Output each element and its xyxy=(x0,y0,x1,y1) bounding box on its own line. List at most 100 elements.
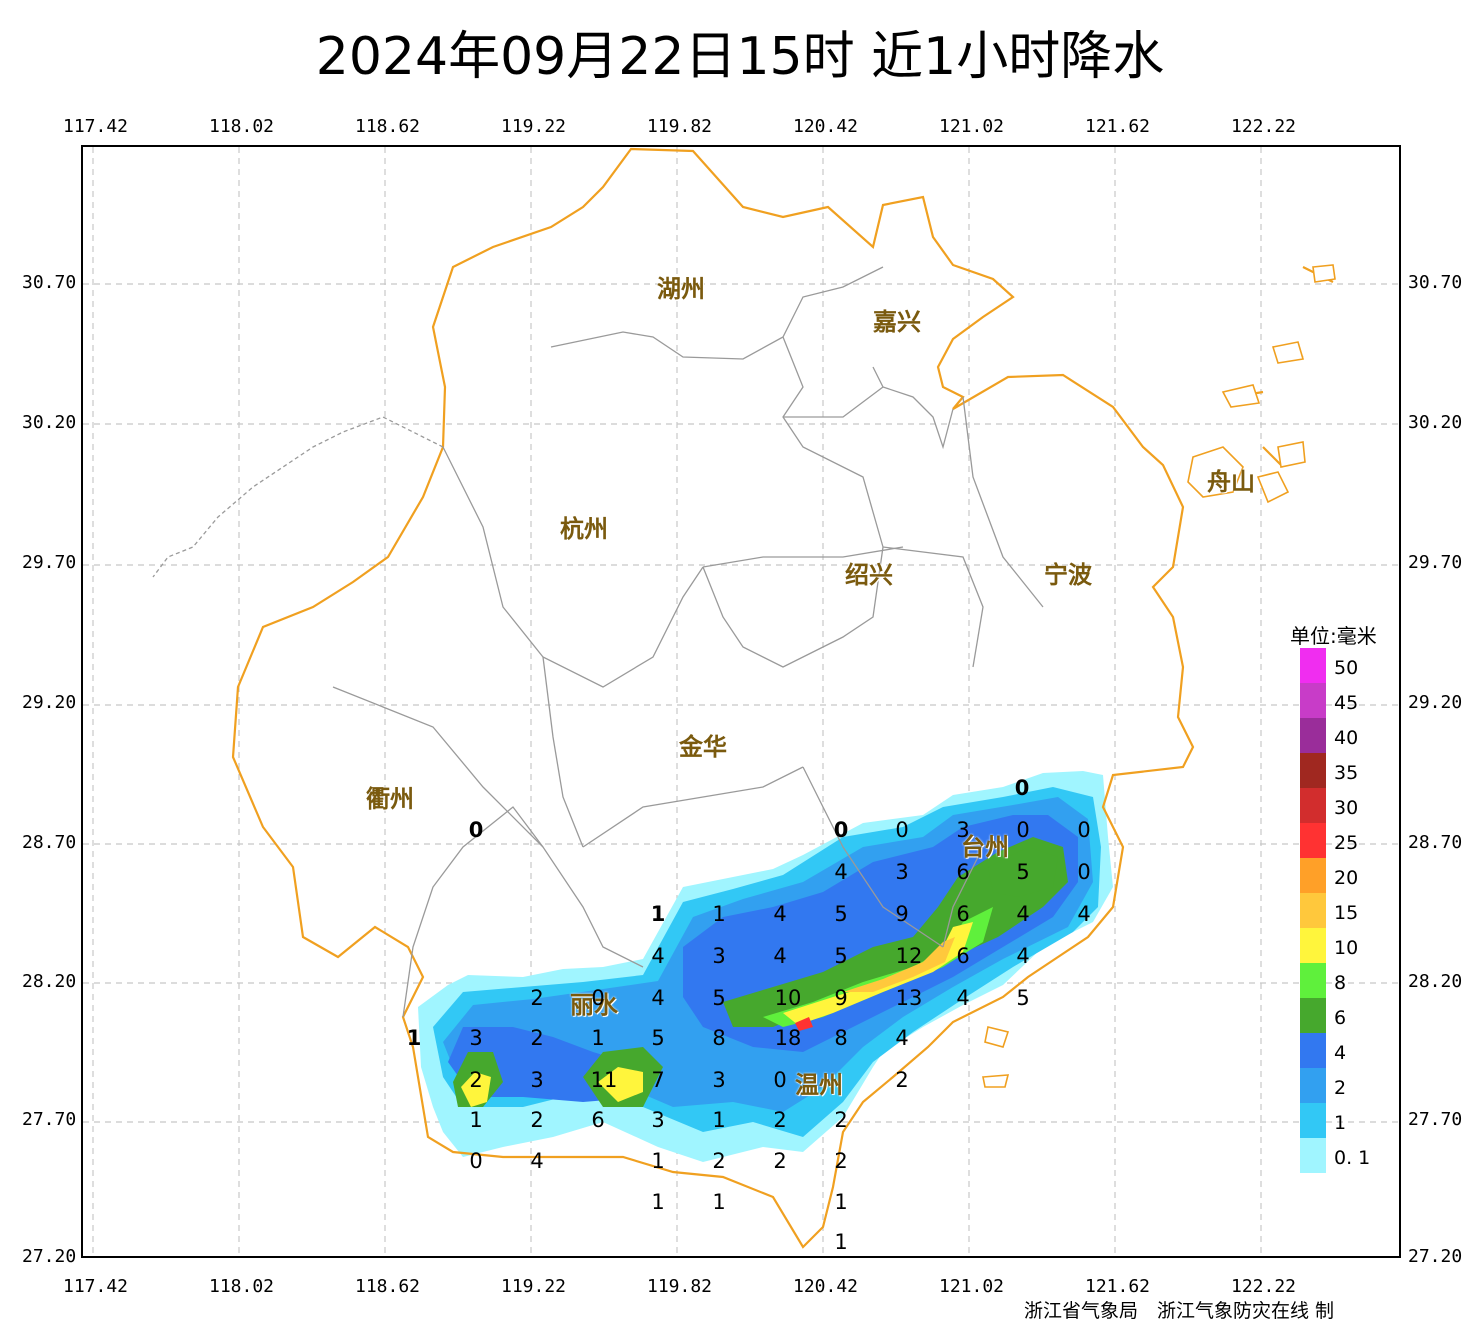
station-value: 5 xyxy=(834,944,848,968)
station-value: 5 xyxy=(1016,860,1030,884)
station-value: 0 xyxy=(833,818,849,842)
rain-6mm xyxy=(723,837,1068,1027)
station-value: 1 xyxy=(712,1190,726,1214)
lat-tick: 27.20 xyxy=(22,1246,77,1267)
station-value: 0 xyxy=(773,1068,787,1092)
station-value: 4 xyxy=(956,986,970,1010)
legend-swatch xyxy=(1300,1033,1326,1068)
lat-tick: 30.20 xyxy=(22,412,77,433)
legend-swatch xyxy=(1300,648,1326,683)
station-value: 3 xyxy=(469,1026,483,1050)
lon-tick: 118.62 xyxy=(355,1276,421,1297)
city-label: 金华 xyxy=(679,733,727,761)
station-value: 0 xyxy=(1016,818,1030,842)
legend-swatch xyxy=(1300,753,1326,788)
station-value: 0 xyxy=(468,818,484,842)
station-value: 0 xyxy=(1077,860,1091,884)
station-value: 2 xyxy=(773,1149,787,1173)
station-value: 2 xyxy=(530,1108,544,1132)
station-value: 8 xyxy=(834,1026,848,1050)
map-canvas xyxy=(83,147,1399,1256)
rain-10mm xyxy=(783,922,973,1025)
station-value: 9 xyxy=(895,902,909,926)
legend-label: 2 xyxy=(1334,1077,1347,1099)
station-value: 10 xyxy=(774,986,802,1010)
legend-label: 4 xyxy=(1334,1042,1347,1064)
lon-tick: 118.02 xyxy=(209,116,275,137)
legend-unit: 单位:毫米 xyxy=(1290,624,1377,648)
lon-tick: 119.22 xyxy=(501,1276,567,1297)
legend-label: 30 xyxy=(1334,797,1359,819)
lat-tick: 29.70 xyxy=(22,552,77,573)
station-value: 5 xyxy=(834,902,848,926)
station-value: 1 xyxy=(834,1190,848,1214)
lat-tick: 29.70 xyxy=(1408,552,1463,573)
station-value: 9 xyxy=(834,986,848,1010)
station-value: 1 xyxy=(712,1108,726,1132)
legend-label: 15 xyxy=(1334,902,1359,924)
map-area[interactable]: 湖州 嘉兴 杭州 绍兴 宁波 舟山 衢州 金华 丽水 台州 温州 0 0 0 0… xyxy=(81,145,1401,1258)
station-value: 18 xyxy=(774,1026,802,1050)
station-value: 4 xyxy=(1016,944,1030,968)
lon-tick: 119.82 xyxy=(647,1276,713,1297)
legend-swatch xyxy=(1300,1103,1326,1138)
station-value: 3 xyxy=(895,860,909,884)
rain-6mm-east xyxy=(988,847,1058,897)
station-value: 11 xyxy=(590,1068,618,1092)
rain-10mm-far-west xyxy=(461,1072,491,1107)
station-value: 1 xyxy=(469,1108,483,1132)
station-value: 6 xyxy=(956,944,970,968)
station-value: 6 xyxy=(956,860,970,884)
station-value: 3 xyxy=(651,1108,665,1132)
city-label: 嘉兴 xyxy=(873,308,921,336)
legend-swatch xyxy=(1300,858,1326,893)
legend-swatch xyxy=(1300,1068,1326,1103)
city-label: 湖州 xyxy=(657,275,705,303)
legend-label: 8 xyxy=(1334,972,1347,994)
lat-tick: 30.20 xyxy=(1408,412,1463,433)
lat-tick: 28.70 xyxy=(22,832,77,853)
legend-label: 45 xyxy=(1334,692,1359,714)
lat-tick: 27.20 xyxy=(1408,1246,1463,1267)
lon-tick: 119.82 xyxy=(647,116,713,137)
station-value: 4 xyxy=(1077,902,1091,926)
legend-swatch xyxy=(1300,893,1326,928)
station-value: 0 xyxy=(469,1149,483,1173)
station-value: 1 xyxy=(591,1026,605,1050)
station-value: 0 xyxy=(895,818,909,842)
lat-tick: 30.70 xyxy=(1408,272,1463,293)
rain-10mm-west xyxy=(598,1067,643,1102)
station-value: 0 xyxy=(591,986,605,1010)
station-value: 4 xyxy=(773,902,787,926)
legend-label: 6 xyxy=(1334,1007,1347,1029)
city-label: 舟山 xyxy=(1207,468,1255,496)
lat-tick: 28.20 xyxy=(1408,971,1463,992)
station-value: 13 xyxy=(895,986,923,1010)
lat-tick: 28.70 xyxy=(1408,832,1463,853)
lon-tick: 118.02 xyxy=(209,1276,275,1297)
station-value: 4 xyxy=(530,1149,544,1173)
station-value: 2 xyxy=(530,986,544,1010)
station-value: 3 xyxy=(712,1068,726,1092)
lat-tick: 27.70 xyxy=(22,1109,77,1130)
lon-tick: 122.22 xyxy=(1231,1276,1297,1297)
city-label: 绍兴 xyxy=(845,561,893,589)
station-value: 5 xyxy=(651,1026,665,1050)
station-value: 1 xyxy=(650,902,666,926)
station-value: 1 xyxy=(712,902,726,926)
station-value: 4 xyxy=(773,944,787,968)
lon-tick: 120.42 xyxy=(793,1276,859,1297)
city-label: 温州 xyxy=(795,1071,843,1099)
station-value: 1 xyxy=(406,1026,422,1050)
station-value: 2 xyxy=(712,1149,726,1173)
lon-tick: 117.42 xyxy=(63,1276,129,1297)
lon-tick: 121.62 xyxy=(1085,116,1151,137)
legend-label: 1 xyxy=(1334,1112,1347,1134)
lon-tick: 120.42 xyxy=(793,116,859,137)
legend-swatch xyxy=(1300,683,1326,718)
credit-line: 浙江省气象局 浙江气象防灾在线 制 xyxy=(1024,1300,1335,1322)
station-value: 4 xyxy=(1016,902,1030,926)
station-value: 2 xyxy=(834,1149,848,1173)
station-value: 5 xyxy=(1016,986,1030,1010)
city-label: 杭州 xyxy=(560,515,608,543)
